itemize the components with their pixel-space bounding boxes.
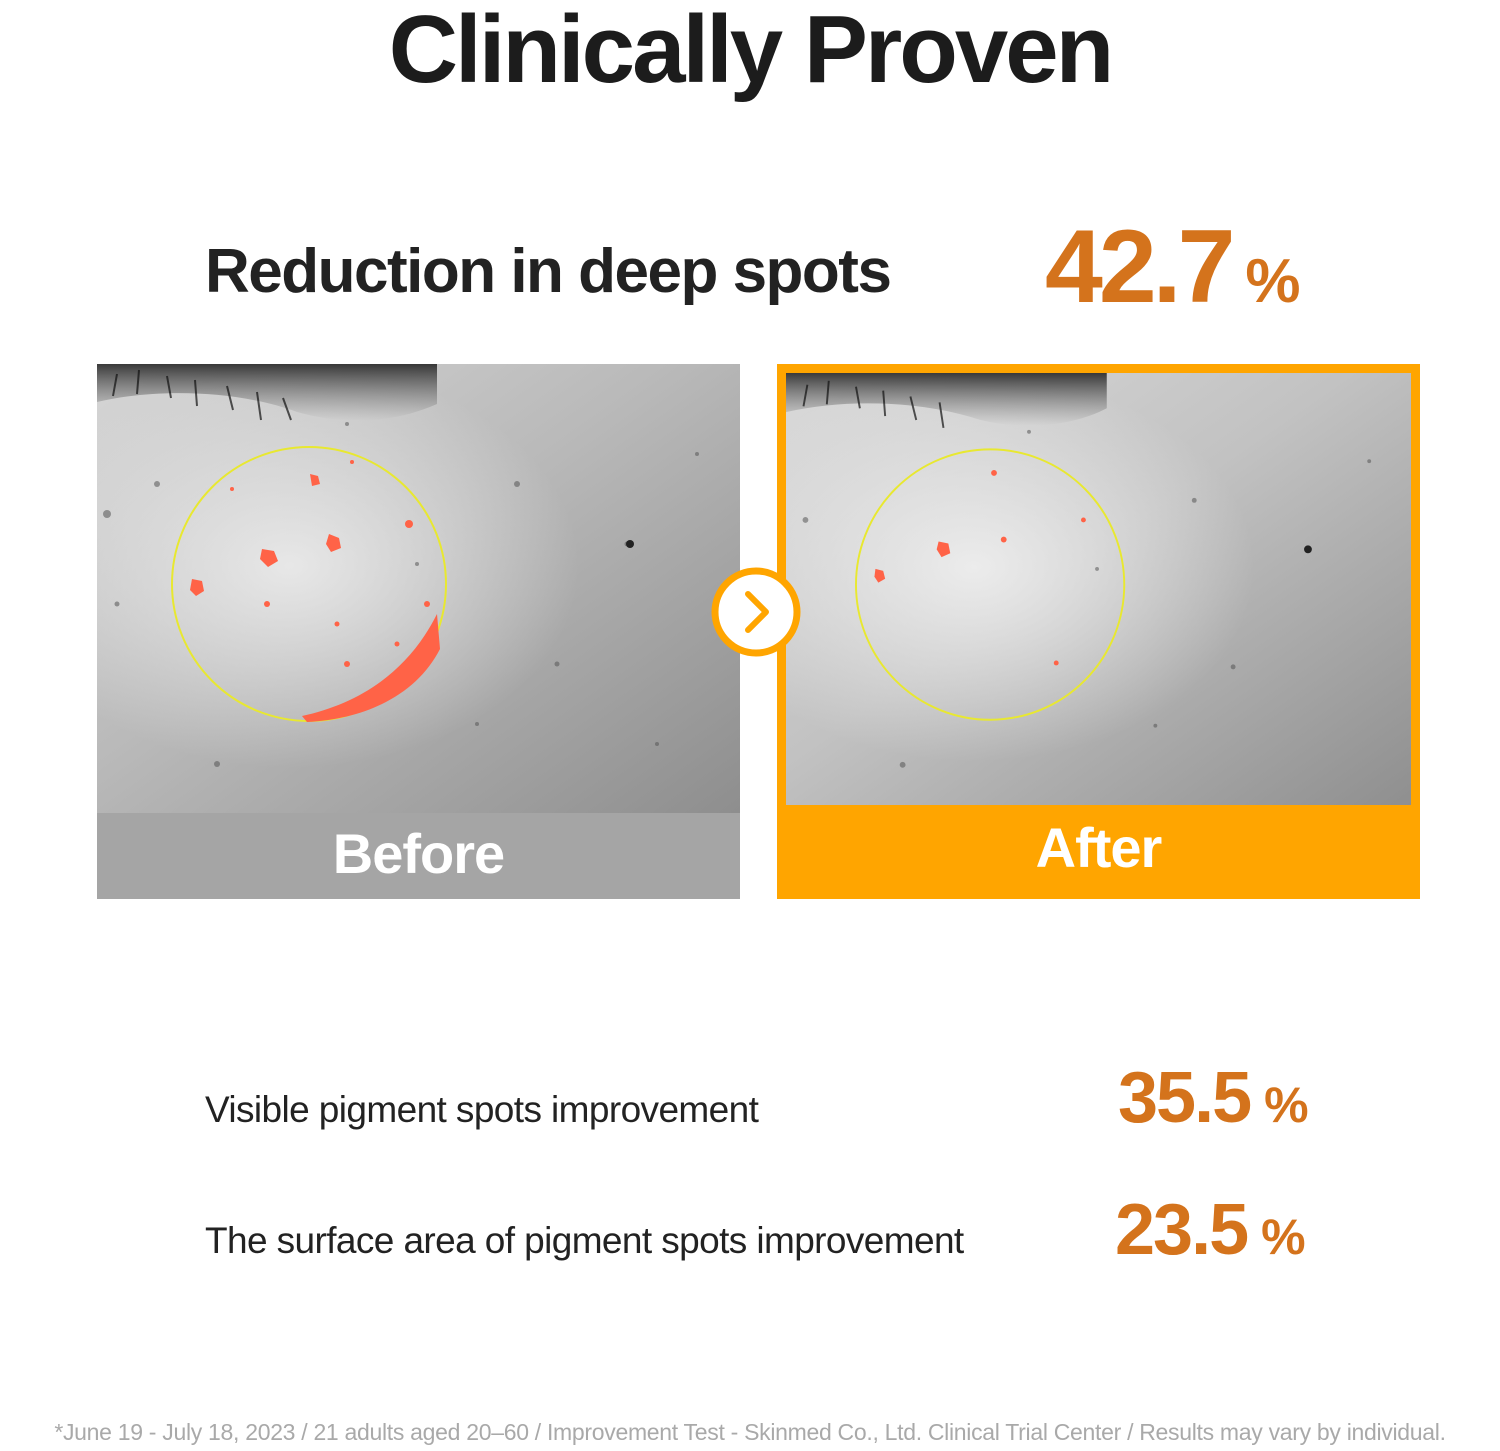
headline-stat: 42.7% bbox=[1045, 212, 1301, 353]
stat-surface-area: 23.5% bbox=[1115, 1190, 1306, 1290]
stat-unit: % bbox=[1261, 1209, 1306, 1265]
stat-value: 23.5 bbox=[1115, 1190, 1249, 1270]
footnote: *June 19 - July 18, 2023 / 21 adults age… bbox=[54, 1419, 1446, 1445]
after-panel: After bbox=[777, 364, 1420, 899]
after-skin-photo bbox=[786, 373, 1411, 805]
headline-value: 42.7 bbox=[1045, 209, 1235, 325]
stat-visible-spots: 35.5% bbox=[1118, 1058, 1309, 1158]
page-title: Clinically Proven bbox=[388, 0, 1115, 103]
stat-unit: % bbox=[1264, 1077, 1309, 1133]
stat-value: 35.5 bbox=[1118, 1058, 1252, 1138]
before-skin-photo bbox=[97, 364, 740, 899]
stat-label-visible-spots: Visible pigment spots improvement bbox=[205, 1089, 759, 1130]
before-panel: Before bbox=[97, 364, 740, 899]
before-caption: Before bbox=[97, 813, 740, 899]
chevron-right-icon bbox=[710, 566, 802, 658]
headline-unit: % bbox=[1245, 247, 1301, 316]
after-caption: After bbox=[777, 805, 1420, 899]
before-skin-image bbox=[97, 364, 740, 813]
after-skin-image bbox=[786, 373, 1411, 805]
stat-label-surface-area: The surface area of pigment spots improv… bbox=[205, 1220, 964, 1261]
headline-label: Reduction in deep spots bbox=[205, 237, 892, 306]
